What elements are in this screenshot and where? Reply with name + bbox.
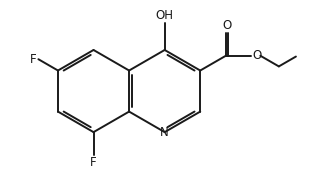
Text: OH: OH bbox=[156, 9, 174, 22]
Text: F: F bbox=[30, 53, 37, 66]
Text: O: O bbox=[252, 49, 261, 62]
Text: F: F bbox=[90, 156, 97, 169]
Text: N: N bbox=[160, 126, 169, 139]
Text: O: O bbox=[223, 19, 232, 32]
